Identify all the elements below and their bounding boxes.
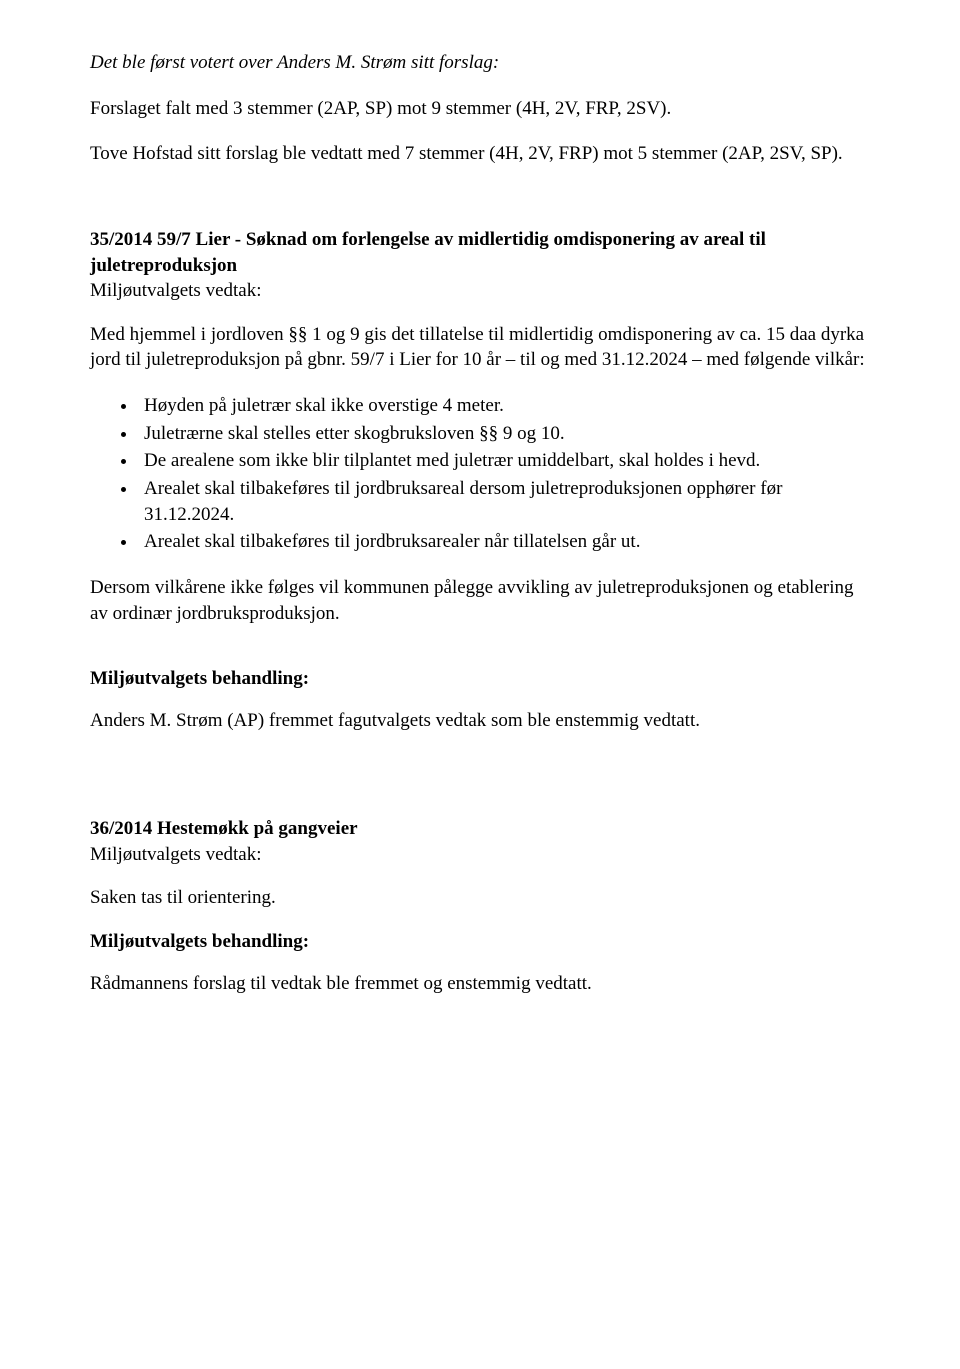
spacer [90,794,870,816]
case-35-behandling-text: Anders M. Strøm (AP) fremmet fagutvalget… [90,708,870,734]
spacer [90,187,870,227]
case-36-behandling-text: Rådmannens forslag til vedtak ble fremme… [90,971,870,997]
case-36-body-1: Saken tas til orientering. [90,885,870,911]
case-36-behandling-label: Miljøutvalgets behandling: [90,931,870,953]
case-36-subtitle: Miljøutvalgets vedtak: [90,842,870,868]
case-36-title: 36/2014 Hestemøkk på gangveier [90,816,870,842]
paragraph-2: Tove Hofstad sitt forslag ble vedtatt me… [90,141,870,167]
case-35-title: 35/2014 59/7 Lier - Søknad om forlengels… [90,227,870,278]
bullet-item: Arealet skal tilbakeføres til jordbruksa… [138,476,870,527]
document-page: Det ble først votert over Anders M. Strø… [0,0,960,1076]
paragraph-1: Forslaget falt med 3 stemmer (2AP, SP) m… [90,96,870,122]
intro-italic: Det ble først votert over Anders M. Strø… [90,50,870,76]
spacer [90,754,870,794]
case-35-bullets: Høyden på juletrær skal ikke overstige 4… [90,393,870,555]
bullet-item: Høyden på juletrær skal ikke overstige 4… [138,393,870,419]
bullet-item: Arealet skal tilbakeføres til jordbruksa… [138,529,870,555]
spacer [90,646,870,668]
case-35-subtitle: Miljøutvalgets vedtak: [90,278,870,304]
bullet-item: De arealene som ikke blir tilplantet med… [138,448,870,474]
case-35-body-2: Dersom vilkårene ikke følges vil kommune… [90,575,870,626]
case-35-behandling-label: Miljøutvalgets behandling: [90,668,870,690]
case-35-body-1: Med hjemmel i jordloven §§ 1 og 9 gis de… [90,322,870,373]
bullet-item: Juletrærne skal stelles etter skogbruksl… [138,421,870,447]
